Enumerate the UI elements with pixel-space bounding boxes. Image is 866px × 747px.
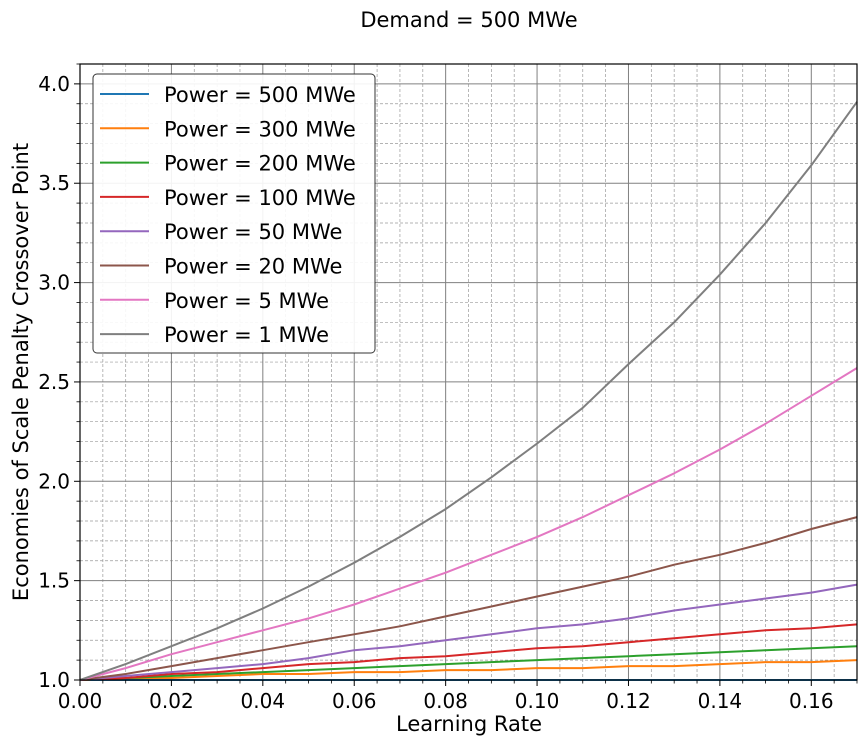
legend-label: Power = 200 MWe xyxy=(164,152,356,176)
x-tick-label: 0.12 xyxy=(606,689,651,713)
y-tick-label: 3.0 xyxy=(38,271,70,295)
x-tick-label: 0.10 xyxy=(515,689,560,713)
x-tick-label: 0.02 xyxy=(149,689,194,713)
y-tick-label: 3.5 xyxy=(38,171,70,195)
y-tick-label: 4.0 xyxy=(38,72,70,96)
x-axis-title: Learning Rate xyxy=(396,712,542,736)
axis-ticks xyxy=(74,63,858,686)
y-tick-labels: 1.0 1.5 2.0 2.5 3.0 3.5 4.0 xyxy=(38,72,70,692)
legend-label: Power = 20 MWe xyxy=(164,255,342,279)
series-line-3 xyxy=(79,623,858,681)
series-line-6 xyxy=(79,367,858,681)
legend-label: Power = 100 MWe xyxy=(164,186,356,210)
x-tick-label: 0.16 xyxy=(789,689,834,713)
x-tick-label: 0.14 xyxy=(698,689,743,713)
legend-box xyxy=(92,73,376,354)
series-line-1 xyxy=(79,659,858,681)
x-tick-label: 0.04 xyxy=(241,689,286,713)
x-tick-label: 0.06 xyxy=(332,689,377,713)
y-tick-label: 1.0 xyxy=(38,668,70,692)
legend-label: Power = 1 MWe xyxy=(164,323,329,347)
legend-label: Power = 50 MWe xyxy=(164,220,342,244)
series-line-7 xyxy=(79,101,858,681)
chart-title: Demand = 500 MWe xyxy=(360,8,577,32)
y-tick-label: 2.0 xyxy=(38,469,70,493)
series-lines xyxy=(79,101,858,681)
x-tick-labels: 0.00 0.02 0.04 0.06 0.08 0.10 0.12 0.14 0.16 xyxy=(58,689,834,713)
series-line-5 xyxy=(79,516,858,681)
y-axis-title: Economies of Scale Penalty Crossover Poi… xyxy=(9,143,33,601)
y-tick-label: 2.5 xyxy=(38,370,70,394)
legend: Power = 500 MWe Power = 300 MWe Power = 20… xyxy=(92,73,376,354)
y-tick-label: 1.5 xyxy=(38,569,70,593)
series-line-2 xyxy=(79,645,858,681)
minor-grid xyxy=(80,63,858,680)
x-tick-label: 0.08 xyxy=(423,689,468,713)
x-tick-label: 0.00 xyxy=(58,689,103,713)
legend-label: Power = 500 MWe xyxy=(164,83,356,107)
legend-label: Power = 300 MWe xyxy=(164,117,356,141)
series-line-4 xyxy=(79,583,858,681)
legend-label: Power = 5 MWe xyxy=(164,289,329,313)
